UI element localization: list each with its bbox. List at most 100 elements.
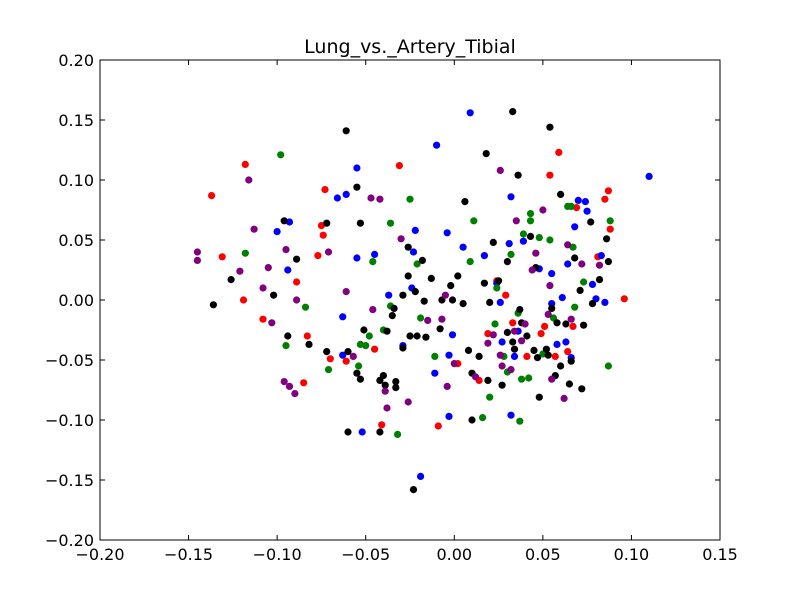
scatter-point	[268, 319, 276, 327]
scatter-point	[383, 404, 391, 412]
scatter-point	[470, 217, 478, 225]
scatter-point	[564, 241, 572, 249]
scatter-point	[406, 332, 414, 340]
scatter-point	[378, 421, 386, 429]
scatter-point	[409, 248, 418, 256]
scatter-point	[360, 326, 368, 334]
scatter-point	[484, 339, 492, 347]
scatter-point	[280, 378, 288, 386]
scatter-point	[548, 375, 556, 383]
scatter-point	[606, 217, 614, 225]
scatter-point	[537, 330, 545, 338]
scatter-point	[496, 298, 504, 306]
scatter-point	[535, 393, 543, 401]
scatter-point	[516, 306, 524, 314]
scatter-point	[571, 223, 579, 231]
scatter-point	[259, 284, 267, 292]
scatter-point	[587, 218, 595, 226]
scatter-point	[443, 229, 451, 237]
scatter-point	[433, 141, 441, 149]
y-tick-label: 0.20	[58, 51, 94, 70]
scatter-point	[379, 372, 387, 380]
scatter-point	[603, 235, 611, 243]
scatter-point	[193, 248, 201, 256]
scatter-point	[480, 252, 488, 260]
scatter-point	[498, 381, 506, 389]
scatter-point	[209, 301, 217, 309]
y-tick-label: 0.05	[58, 231, 94, 250]
scatter-point	[381, 387, 389, 395]
scatter-point	[367, 194, 375, 202]
scatter-point	[480, 279, 488, 287]
scatter-point	[358, 428, 366, 436]
scatter-point	[417, 472, 425, 480]
scatter-point	[422, 333, 430, 341]
scatter-point	[604, 362, 613, 370]
scatter-point	[482, 150, 490, 158]
scatter-point	[277, 151, 285, 159]
scatter-point	[555, 148, 563, 156]
scatter-point	[510, 327, 519, 335]
scatter-point	[386, 219, 395, 227]
scatter-point	[404, 272, 412, 280]
scatter-point	[394, 430, 402, 438]
scatter-point	[489, 331, 497, 339]
scatter-point	[342, 357, 350, 365]
scatter-point	[438, 315, 446, 323]
scatter-point	[448, 331, 457, 339]
scatter-point	[406, 195, 414, 203]
scatter-point	[574, 196, 582, 204]
scatter-point	[300, 379, 308, 387]
scatter-point	[362, 342, 370, 350]
scatter-point	[376, 428, 384, 436]
scatter-point	[489, 238, 497, 246]
scatter-point	[533, 354, 542, 362]
scatter-point	[356, 375, 364, 383]
scatter-point	[392, 378, 400, 386]
scatter-point	[484, 330, 492, 338]
scatter-point	[285, 382, 294, 390]
scatter-point	[413, 260, 421, 268]
scatter-point	[495, 277, 503, 285]
scatter-point	[580, 321, 588, 329]
scatter-point	[344, 428, 352, 436]
scatter-point	[342, 288, 350, 296]
scatter-point	[503, 328, 511, 336]
y-tick-label: 0.00	[58, 291, 94, 310]
scatter-point	[208, 192, 216, 200]
scatter-point	[519, 230, 528, 238]
scatter-point	[324, 366, 333, 374]
scatter-point	[420, 297, 428, 305]
scatter-point	[588, 280, 597, 288]
scatter-point	[383, 327, 391, 335]
scatter-point	[560, 394, 568, 402]
scatter-point	[503, 258, 511, 266]
scatter-point	[471, 373, 480, 381]
scatter-point	[519, 237, 528, 245]
scatter-point	[323, 348, 331, 356]
x-tick-label: −0.20	[75, 545, 124, 564]
scatter-point	[264, 264, 272, 272]
scatter-point	[280, 217, 288, 225]
scatter-point	[532, 249, 540, 257]
scatter-point	[413, 332, 421, 340]
scatter-point	[580, 278, 588, 286]
scatter-point	[597, 252, 605, 260]
scatter-point	[569, 322, 577, 330]
scatter-point	[239, 296, 248, 304]
scatter-point	[259, 315, 267, 323]
scatter-point	[530, 346, 538, 354]
x-tick-label: 0.10	[614, 545, 650, 564]
scatter-point	[510, 352, 519, 360]
scatter-point	[491, 320, 499, 328]
scatter-point	[333, 194, 341, 202]
scatter-point	[595, 276, 604, 284]
scatter-point	[565, 380, 574, 388]
scatter-point	[576, 286, 584, 294]
scatter-point	[588, 300, 597, 308]
scatter-point	[353, 183, 361, 191]
scatter-point	[447, 282, 455, 290]
scatter-point	[557, 190, 565, 198]
scatter-point	[293, 296, 301, 304]
